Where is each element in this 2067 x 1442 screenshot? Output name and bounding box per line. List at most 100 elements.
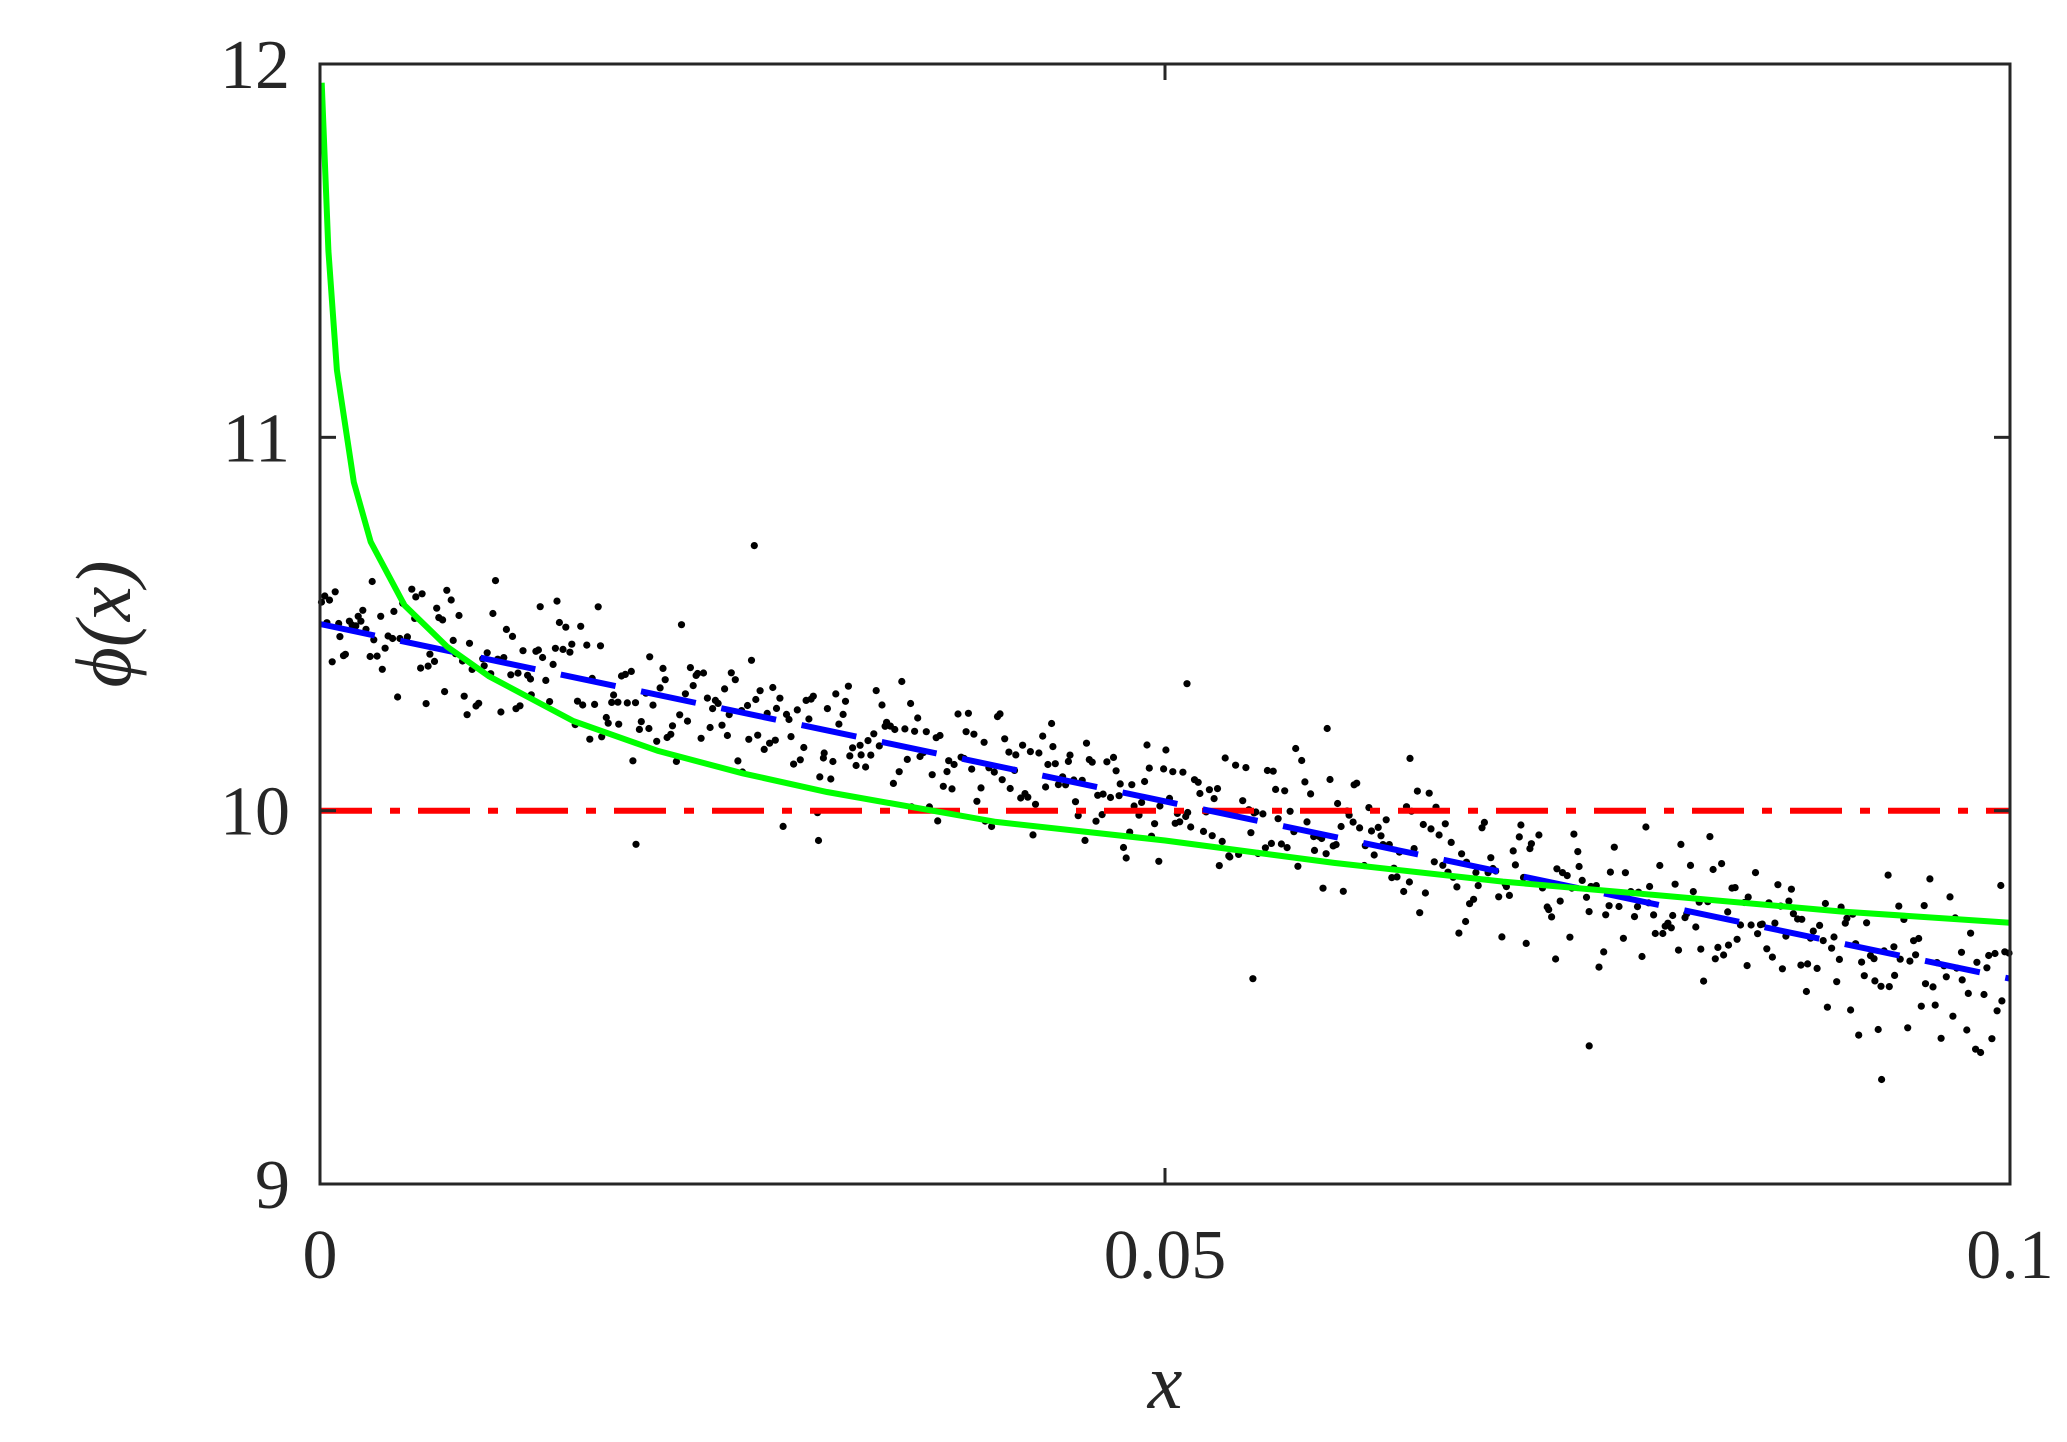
scatter-point	[1870, 955, 1878, 963]
scatter-point	[1656, 861, 1664, 870]
scatter-point	[1890, 943, 1898, 951]
scatter-point	[1659, 929, 1667, 938]
scatter-point	[553, 597, 561, 605]
scatter-point	[1650, 911, 1658, 919]
scatter-point	[1277, 840, 1285, 848]
scatter-point	[668, 722, 677, 730]
scatter-point	[1797, 961, 1805, 969]
scatter-point	[766, 739, 774, 747]
scatter-point	[583, 641, 591, 649]
scatter-point	[1155, 857, 1163, 865]
scatter-point	[1017, 794, 1025, 802]
scatter-point	[1697, 945, 1705, 953]
scatter-point	[1574, 848, 1582, 856]
scatter-point	[1871, 977, 1879, 985]
scatter-point	[699, 669, 708, 677]
scatter-point	[1405, 878, 1413, 886]
scatter-point	[1382, 816, 1390, 824]
series-line-dashed	[319, 621, 2011, 982]
scatter-point	[449, 636, 457, 645]
scatter-point	[676, 711, 684, 719]
scatter-point	[1162, 746, 1170, 754]
scatter-point	[852, 761, 860, 770]
scatter-point	[1098, 811, 1106, 819]
scatter-point	[602, 713, 610, 722]
scatter-point	[491, 577, 500, 585]
scatter-point	[706, 723, 714, 732]
scatter-point	[377, 612, 385, 620]
scatter-point	[727, 669, 735, 677]
scatter-point	[1929, 983, 1937, 991]
y-tick-label: 12	[220, 27, 290, 104]
scatter-point	[968, 765, 976, 773]
scatter-point	[1019, 741, 1027, 749]
scatter-point	[990, 768, 998, 776]
scatter-point	[1215, 862, 1223, 870]
scatter-point	[1709, 865, 1717, 874]
scatter-point	[835, 720, 843, 728]
scatter-point	[948, 785, 956, 793]
scatter-point	[1044, 760, 1052, 769]
scatter-point	[555, 618, 564, 627]
scatter-point	[1160, 765, 1168, 773]
scatter-point	[1610, 843, 1618, 851]
scatter-point	[1184, 808, 1192, 817]
scatter-point	[1400, 887, 1408, 896]
scatter-point	[649, 701, 657, 709]
scatter-point	[1973, 958, 1981, 966]
scatter-point	[645, 724, 653, 733]
scatter-point	[1307, 790, 1315, 798]
scatter-point	[1556, 897, 1564, 905]
scatter-point	[418, 590, 426, 598]
scatter-point	[1419, 820, 1427, 829]
scatter-point	[785, 715, 793, 724]
scatter-point	[594, 603, 602, 611]
scatter-point	[800, 743, 808, 752]
scatter-point	[1771, 919, 1779, 927]
scatter-point	[1860, 972, 1868, 980]
scatter-point	[656, 684, 664, 692]
scatter-point	[1274, 815, 1282, 823]
scatter-point	[1595, 963, 1603, 971]
scatter-point	[568, 640, 576, 648]
scatter-point	[771, 736, 779, 744]
scatter-point	[914, 714, 922, 722]
scatter-point	[1563, 872, 1571, 880]
scatter-point	[328, 658, 336, 666]
scatter-point	[357, 617, 365, 625]
scatter-point	[1931, 1001, 1939, 1009]
scatter-point	[352, 622, 360, 630]
scatter-point	[1885, 983, 1893, 991]
scatter-point	[1196, 789, 1204, 798]
y-tick-label: 9	[255, 1147, 290, 1224]
scatter-point	[1416, 909, 1424, 917]
scatter-point	[846, 752, 854, 760]
scatter-point	[447, 596, 455, 604]
scatter-point	[403, 633, 411, 641]
scatter-point	[878, 701, 886, 709]
scatter-point	[1785, 897, 1793, 905]
scatter-point	[1349, 818, 1357, 826]
scatter-point	[1904, 1024, 1912, 1032]
scatter-point	[1578, 876, 1586, 885]
scatter-point	[1470, 895, 1478, 903]
scatter-point	[911, 727, 919, 735]
scatter-point	[1156, 802, 1164, 810]
scatter-point	[359, 606, 367, 614]
scatter-point	[610, 691, 618, 699]
scatter-point	[1605, 902, 1613, 910]
scatter-point	[1303, 818, 1311, 826]
scatter-point	[891, 725, 899, 734]
scatter-point	[621, 670, 629, 679]
scatter-point	[1393, 873, 1401, 881]
scatter-point	[480, 662, 488, 670]
scatter-point	[760, 745, 768, 754]
scatter-point	[1249, 975, 1257, 983]
scatter-point	[489, 609, 497, 618]
scatter-point	[1267, 839, 1275, 848]
scatter-point	[514, 669, 522, 677]
scatter-point	[661, 676, 669, 684]
scatter-point	[1553, 865, 1561, 873]
scatter-point	[394, 693, 402, 701]
scatter-point	[950, 760, 958, 769]
